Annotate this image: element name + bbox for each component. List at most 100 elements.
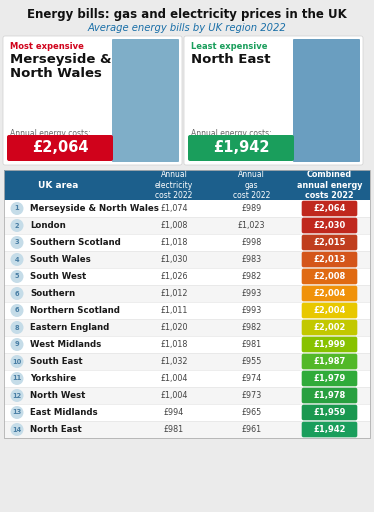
FancyBboxPatch shape bbox=[302, 201, 357, 216]
Bar bbox=[4, 370, 370, 387]
Text: £994: £994 bbox=[164, 408, 184, 417]
FancyBboxPatch shape bbox=[302, 269, 357, 284]
Text: £982: £982 bbox=[241, 323, 262, 332]
Circle shape bbox=[10, 389, 24, 402]
FancyBboxPatch shape bbox=[302, 354, 357, 369]
FancyBboxPatch shape bbox=[184, 36, 363, 165]
Text: North East: North East bbox=[30, 425, 82, 434]
Text: £1,023: £1,023 bbox=[238, 221, 265, 230]
Text: £1,032: £1,032 bbox=[160, 357, 188, 366]
Text: £1,987: £1,987 bbox=[313, 357, 346, 366]
Text: 5: 5 bbox=[15, 273, 19, 280]
Text: Southern Scotland: Southern Scotland bbox=[30, 238, 121, 247]
Text: East Midlands: East Midlands bbox=[30, 408, 98, 417]
Text: Southern: Southern bbox=[30, 289, 75, 298]
Text: £1,018: £1,018 bbox=[160, 340, 188, 349]
Bar bbox=[4, 268, 370, 285]
FancyBboxPatch shape bbox=[302, 319, 357, 335]
Circle shape bbox=[10, 372, 24, 385]
FancyBboxPatch shape bbox=[293, 39, 360, 162]
Text: 12: 12 bbox=[12, 393, 22, 398]
Text: £1,942: £1,942 bbox=[313, 425, 346, 434]
Text: £1,020: £1,020 bbox=[160, 323, 188, 332]
Text: 11: 11 bbox=[12, 375, 22, 381]
Circle shape bbox=[10, 406, 24, 419]
Text: £2,064: £2,064 bbox=[313, 204, 346, 213]
FancyBboxPatch shape bbox=[302, 286, 357, 301]
Text: £1,026: £1,026 bbox=[160, 272, 188, 281]
Text: 1: 1 bbox=[15, 205, 19, 211]
Text: 10: 10 bbox=[12, 358, 22, 365]
Circle shape bbox=[10, 321, 24, 334]
Bar bbox=[4, 302, 370, 319]
FancyBboxPatch shape bbox=[302, 371, 357, 386]
Circle shape bbox=[10, 338, 24, 351]
Text: 6: 6 bbox=[15, 308, 19, 313]
FancyBboxPatch shape bbox=[302, 388, 357, 403]
Text: £1,030: £1,030 bbox=[160, 255, 188, 264]
Text: 2: 2 bbox=[15, 223, 19, 228]
Text: North West: North West bbox=[30, 391, 85, 400]
Text: £973: £973 bbox=[241, 391, 262, 400]
Text: South East: South East bbox=[30, 357, 83, 366]
Text: £1,959: £1,959 bbox=[313, 408, 346, 417]
Text: £1,978: £1,978 bbox=[313, 391, 346, 400]
Circle shape bbox=[10, 202, 24, 215]
Text: Annual
gas
cost 2022: Annual gas cost 2022 bbox=[233, 170, 270, 200]
Text: South West: South West bbox=[30, 272, 86, 281]
FancyBboxPatch shape bbox=[302, 252, 357, 267]
Text: £1,012: £1,012 bbox=[160, 289, 188, 298]
FancyBboxPatch shape bbox=[302, 303, 357, 318]
Text: 9: 9 bbox=[15, 342, 19, 348]
FancyBboxPatch shape bbox=[112, 39, 179, 162]
Bar bbox=[4, 336, 370, 353]
Bar bbox=[4, 319, 370, 336]
Text: £1,018: £1,018 bbox=[160, 238, 188, 247]
FancyBboxPatch shape bbox=[302, 337, 357, 352]
Text: London: London bbox=[30, 221, 66, 230]
FancyBboxPatch shape bbox=[188, 135, 294, 161]
Text: Annual energy costs:: Annual energy costs: bbox=[10, 129, 91, 138]
Text: £998: £998 bbox=[241, 238, 262, 247]
Bar bbox=[4, 404, 370, 421]
Text: Northern Scotland: Northern Scotland bbox=[30, 306, 120, 315]
Text: £2,064: £2,064 bbox=[32, 140, 88, 156]
Text: Average energy bills by UK region 2022: Average energy bills by UK region 2022 bbox=[88, 23, 286, 33]
Text: £974: £974 bbox=[241, 374, 262, 383]
Text: £983: £983 bbox=[242, 255, 261, 264]
Text: £1,999: £1,999 bbox=[313, 340, 346, 349]
Text: Combined
annual energy
costs 2022: Combined annual energy costs 2022 bbox=[297, 170, 362, 200]
Text: £989: £989 bbox=[241, 204, 262, 213]
Bar bbox=[4, 170, 370, 438]
Text: £961: £961 bbox=[242, 425, 261, 434]
Circle shape bbox=[10, 219, 24, 232]
Text: Energy bills: gas and electricity prices in the UK: Energy bills: gas and electricity prices… bbox=[27, 8, 347, 21]
Text: 13: 13 bbox=[12, 410, 22, 416]
Text: £1,004: £1,004 bbox=[160, 374, 188, 383]
Text: 4: 4 bbox=[15, 257, 19, 263]
Text: £2,004: £2,004 bbox=[313, 289, 346, 298]
Bar bbox=[4, 421, 370, 438]
Text: UK area: UK area bbox=[39, 181, 79, 189]
Text: South Wales: South Wales bbox=[30, 255, 91, 264]
Text: £1,011: £1,011 bbox=[160, 306, 188, 315]
Text: 8: 8 bbox=[15, 325, 19, 331]
Text: North East: North East bbox=[191, 53, 270, 66]
Text: £2,013: £2,013 bbox=[313, 255, 346, 264]
Circle shape bbox=[10, 304, 24, 317]
Text: West Midlands: West Midlands bbox=[30, 340, 101, 349]
Text: Merseyside &
North Wales: Merseyside & North Wales bbox=[10, 53, 111, 80]
Circle shape bbox=[10, 236, 24, 249]
Text: £993: £993 bbox=[241, 289, 262, 298]
Bar bbox=[4, 170, 370, 200]
Text: £981: £981 bbox=[242, 340, 261, 349]
Bar bbox=[4, 200, 370, 217]
FancyBboxPatch shape bbox=[302, 422, 357, 437]
Text: £955: £955 bbox=[241, 357, 262, 366]
FancyBboxPatch shape bbox=[302, 234, 357, 250]
Bar bbox=[4, 251, 370, 268]
Bar bbox=[4, 353, 370, 370]
Text: £1,008: £1,008 bbox=[160, 221, 188, 230]
Circle shape bbox=[10, 423, 24, 436]
Bar bbox=[4, 217, 370, 234]
